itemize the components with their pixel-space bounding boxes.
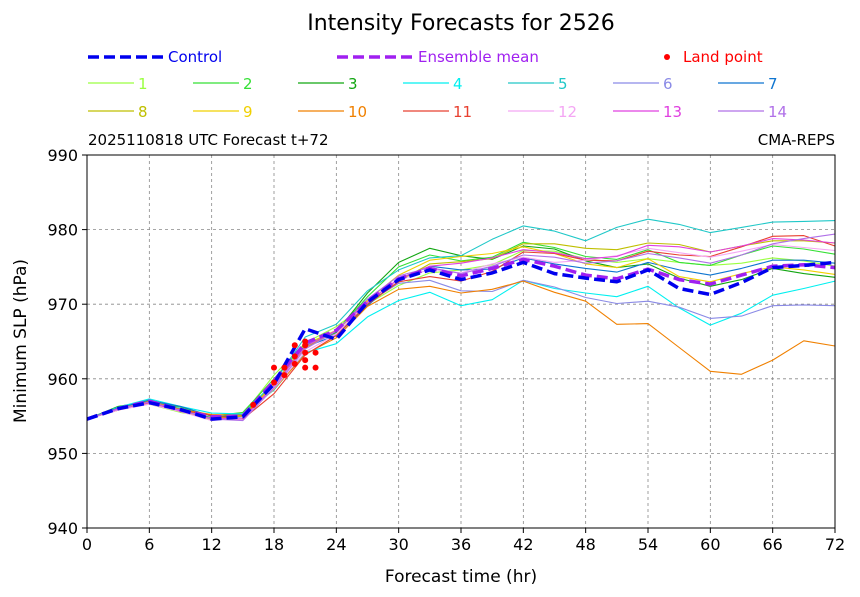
grid	[87, 155, 835, 528]
x-tick-label: 66	[762, 535, 782, 554]
y-tick-label: 960	[47, 370, 78, 389]
x-tick-label: 72	[825, 535, 845, 554]
x-tick-label: 24	[326, 535, 346, 554]
y-tick-label: 940	[47, 519, 78, 538]
x-tick-label: 12	[201, 535, 221, 554]
series-line-ensemble-mean	[86, 257, 836, 421]
x-tick-label: 30	[388, 535, 408, 554]
land-point-marker	[312, 364, 319, 371]
legend-member-label: 14	[768, 103, 787, 121]
legend-member-label: 8	[138, 103, 148, 121]
y-tick-label: 970	[47, 295, 78, 314]
series-line-member-10	[86, 280, 836, 420]
chart-subtitle-left: 2025110818 UTC Forecast t+72	[88, 131, 328, 149]
x-tick-label: 48	[575, 535, 595, 554]
x-tick-label: 36	[451, 535, 471, 554]
land-point-marker	[302, 357, 309, 364]
land-point-marker	[302, 349, 309, 356]
land-point-marker	[291, 360, 298, 367]
y-axis-label: Minimum SLP (hPa)	[11, 259, 31, 423]
legend-member-label: 4	[453, 75, 463, 93]
legend-control-label: Control	[168, 48, 222, 66]
land-point-marker	[312, 349, 319, 356]
legend-member-label: 11	[453, 103, 472, 121]
x-tick-label: 60	[700, 535, 720, 554]
legend-land-label: Land point	[683, 48, 763, 66]
x-axis: 0 6 12 18 24 30 36 42 48 54 60 66 72	[82, 528, 845, 554]
y-tick-label: 980	[47, 221, 78, 240]
legend-land-marker	[664, 54, 670, 60]
y-tick-label: 990	[47, 146, 78, 165]
legend-member-label: 6	[663, 75, 673, 93]
land-point-marker	[271, 364, 277, 371]
land-points	[250, 338, 319, 408]
series-line-control	[86, 260, 836, 421]
legend-ensemble-label: Ensemble mean	[418, 48, 539, 66]
legend-member-label: 5	[558, 75, 568, 93]
land-point-marker	[291, 342, 298, 349]
legend-member-label: 10	[348, 103, 367, 121]
x-tick-label: 6	[144, 535, 154, 554]
land-point-marker	[271, 379, 277, 386]
legend-member-label: 9	[243, 103, 253, 121]
legend-member-label: 1	[138, 75, 148, 93]
x-tick-label: 0	[82, 535, 92, 554]
y-axis: 940 950 960 970 980 990	[47, 146, 87, 538]
y-tick-label: 950	[47, 444, 78, 463]
land-point-marker	[302, 364, 309, 371]
x-tick-label: 42	[513, 535, 533, 554]
chart-subtitle-right: CMA-REPS	[758, 131, 835, 149]
legend-member-label: 7	[768, 75, 778, 93]
land-point-marker	[291, 353, 298, 360]
legend-member-label: 12	[558, 103, 577, 121]
main-lines	[86, 257, 836, 421]
land-point-marker	[281, 364, 288, 371]
chart-title: Intensity Forecasts for 2526	[307, 11, 615, 36]
legend-members: 1 2 3 4 5 6 78 9 10 11 12 13 14	[88, 75, 787, 121]
land-point-marker	[281, 372, 288, 379]
x-tick-label: 18	[264, 535, 284, 554]
land-point-marker	[302, 338, 309, 345]
legend-member-label: 3	[348, 75, 358, 93]
x-axis-label: Forecast time (hr)	[385, 567, 537, 587]
legend-member-label: 2	[243, 75, 253, 93]
legend-member-label: 13	[663, 103, 682, 121]
series-line-member-4	[86, 279, 836, 420]
land-point-marker	[250, 401, 257, 408]
x-tick-label: 54	[638, 535, 658, 554]
member-lines	[86, 218, 836, 422]
